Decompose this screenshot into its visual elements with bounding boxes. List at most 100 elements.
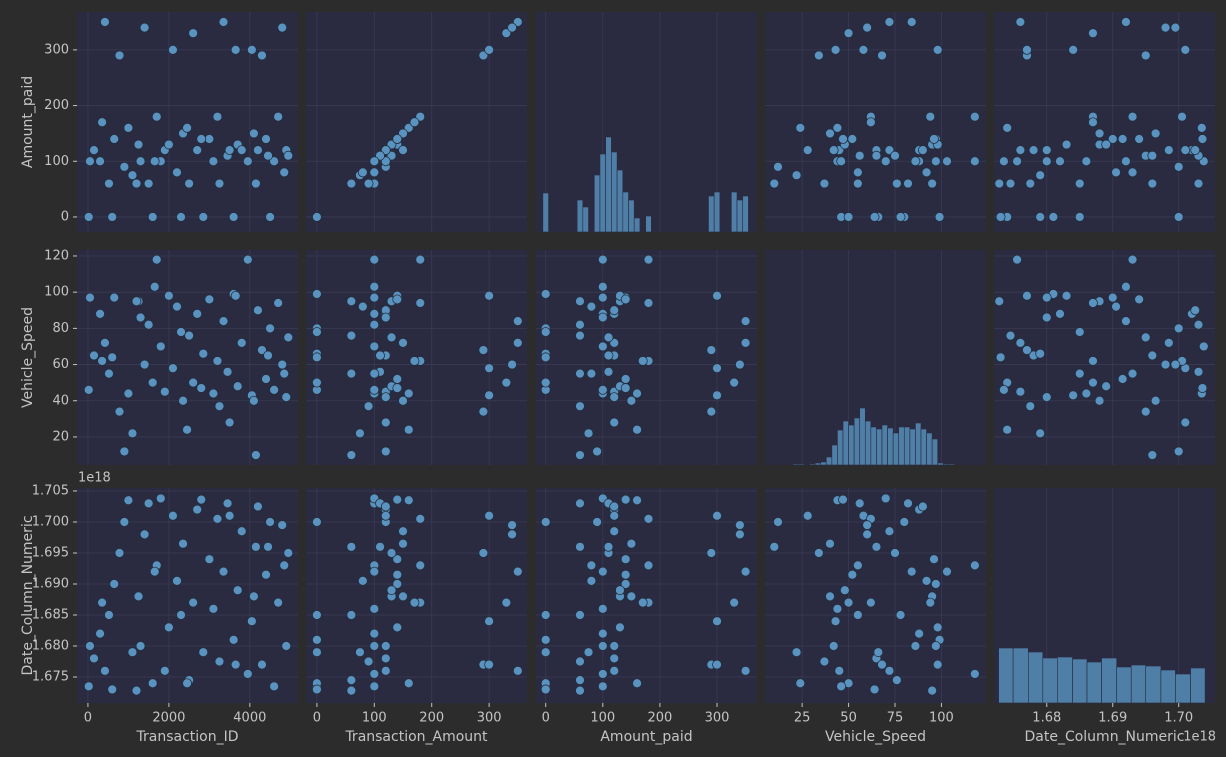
scatter-point bbox=[123, 495, 134, 506]
scatter-point bbox=[575, 330, 585, 341]
scatter-point bbox=[1101, 381, 1112, 392]
scatter-point bbox=[184, 178, 195, 189]
scatter-point bbox=[369, 319, 380, 330]
scatter-point bbox=[398, 591, 408, 602]
scatter-point bbox=[218, 566, 229, 577]
scatter-point bbox=[1002, 122, 1013, 133]
histogram-bar bbox=[798, 463, 805, 466]
histogram-bar bbox=[870, 426, 877, 466]
scatter-point bbox=[1107, 134, 1118, 144]
scatter-point bbox=[540, 289, 551, 299]
histogram-bar bbox=[848, 424, 855, 466]
y-axis-label: Date_Column_Numeric bbox=[20, 515, 36, 675]
scatter-point bbox=[242, 156, 253, 167]
scatter-point bbox=[712, 510, 722, 521]
scatter-point bbox=[212, 356, 223, 366]
scatter-point bbox=[380, 665, 391, 676]
scatter-point bbox=[1121, 17, 1131, 27]
scatter-point bbox=[1140, 332, 1151, 343]
scatter-point bbox=[133, 591, 144, 602]
scatter-point bbox=[903, 178, 913, 189]
scatter-point bbox=[279, 560, 290, 571]
scatter-point bbox=[214, 656, 225, 667]
scatter-point bbox=[512, 316, 523, 327]
histogram-bar bbox=[1175, 673, 1191, 704]
scatter-point bbox=[930, 579, 941, 589]
scatter-point bbox=[869, 212, 880, 222]
scatter-point bbox=[346, 541, 357, 552]
scatter-point bbox=[632, 424, 642, 435]
scatter-point bbox=[1150, 128, 1161, 139]
scatter-point bbox=[119, 517, 130, 527]
histogram-bar bbox=[633, 217, 641, 233]
scatter-point bbox=[403, 388, 414, 399]
histogram-bar bbox=[736, 199, 744, 233]
histogram-bar bbox=[542, 192, 549, 233]
scatter-point bbox=[484, 510, 495, 521]
scatter-point bbox=[706, 548, 717, 558]
scatter-point bbox=[603, 350, 614, 361]
scatter-point bbox=[346, 450, 357, 460]
scatter-point bbox=[890, 150, 900, 161]
scatter-point bbox=[104, 178, 114, 189]
scatter-point bbox=[597, 254, 608, 265]
scatter-point bbox=[609, 417, 620, 428]
scatter-point bbox=[1121, 316, 1131, 327]
scatter-point bbox=[198, 212, 209, 222]
scatter-point bbox=[877, 50, 887, 61]
scatter-point bbox=[83, 681, 94, 692]
scatter-point bbox=[208, 388, 219, 399]
scatter-point bbox=[135, 312, 146, 323]
scatter-point bbox=[346, 178, 357, 189]
scatter-point bbox=[1107, 292, 1118, 303]
scatter-point bbox=[927, 178, 938, 189]
scatter-point bbox=[712, 616, 722, 627]
scatter-point bbox=[380, 446, 391, 457]
scatter-point bbox=[261, 569, 271, 580]
scatter-point bbox=[269, 384, 280, 395]
x-tick-label: 200 bbox=[648, 711, 673, 726]
scatter-point bbox=[626, 538, 637, 549]
scatter-point bbox=[836, 156, 847, 167]
scatter-point bbox=[147, 212, 158, 222]
scatter-point bbox=[597, 628, 608, 639]
scatter-point bbox=[1197, 134, 1208, 144]
scatter-point bbox=[847, 134, 858, 144]
scatter-point bbox=[1170, 22, 1181, 33]
scatter-point bbox=[261, 134, 271, 144]
scatter-point bbox=[139, 22, 150, 33]
scatter-point bbox=[357, 301, 368, 312]
scatter-point bbox=[107, 352, 118, 363]
y-tick-label: 1.700 bbox=[32, 514, 69, 529]
histogram-bar bbox=[605, 136, 612, 233]
scatter-point bbox=[969, 111, 980, 122]
scatter-point bbox=[346, 610, 357, 620]
scatter-point bbox=[942, 156, 952, 167]
scatter-point bbox=[1041, 312, 1052, 323]
scatter-point bbox=[163, 139, 174, 150]
scatter-point bbox=[1127, 254, 1138, 265]
scatter-point bbox=[263, 541, 273, 552]
scatter-point bbox=[852, 178, 863, 189]
scatter-point bbox=[1173, 323, 1184, 334]
scatter-point bbox=[637, 356, 648, 366]
scatter-point bbox=[369, 603, 380, 614]
scatter-point bbox=[409, 117, 420, 128]
scatter-point bbox=[969, 560, 980, 571]
scatter-point bbox=[1074, 178, 1085, 189]
scatter-point bbox=[597, 566, 608, 577]
histogram-bar bbox=[915, 422, 922, 466]
scatter-point bbox=[1127, 111, 1138, 122]
x-tick-label: 100 bbox=[362, 711, 387, 726]
scatter-point bbox=[1015, 386, 1026, 397]
scatter-point bbox=[1088, 377, 1098, 388]
scatter-point bbox=[1111, 301, 1121, 312]
scatter-point bbox=[415, 254, 426, 265]
scatter-point bbox=[597, 681, 608, 692]
scatter-point bbox=[127, 170, 138, 181]
scatter-point bbox=[540, 634, 551, 645]
scatter-point bbox=[127, 428, 138, 439]
scatter-point bbox=[1180, 417, 1191, 428]
scatter-point bbox=[626, 591, 637, 602]
scatter-point bbox=[884, 526, 895, 537]
